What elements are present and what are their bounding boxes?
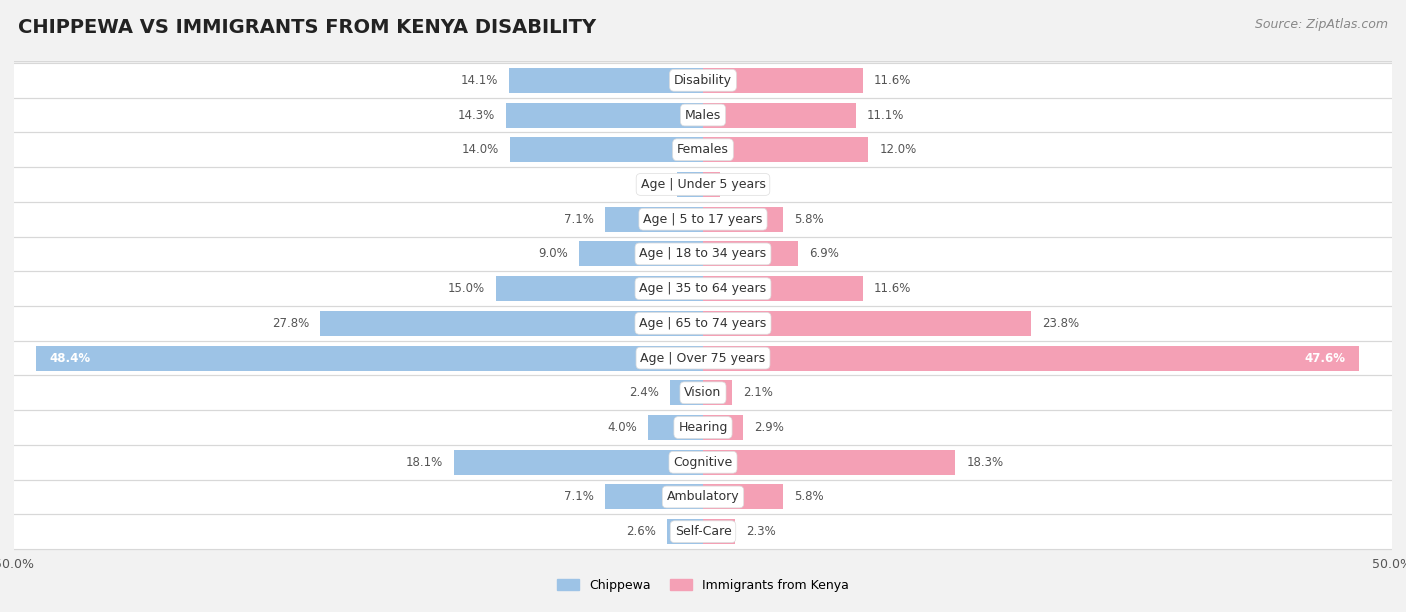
- Bar: [14, 514, 1392, 549]
- Bar: [509, 68, 703, 93]
- Bar: [703, 450, 955, 475]
- Bar: [703, 207, 783, 232]
- Text: Ambulatory: Ambulatory: [666, 490, 740, 504]
- Bar: [14, 480, 1392, 514]
- Bar: [14, 98, 1392, 132]
- Text: 15.0%: 15.0%: [449, 282, 485, 295]
- Text: Age | 65 to 74 years: Age | 65 to 74 years: [640, 317, 766, 330]
- Text: Age | Over 75 years: Age | Over 75 years: [641, 351, 765, 365]
- Text: Age | Under 5 years: Age | Under 5 years: [641, 178, 765, 191]
- Bar: [14, 410, 1392, 445]
- Text: 7.1%: 7.1%: [564, 490, 595, 504]
- Text: 2.3%: 2.3%: [745, 525, 776, 538]
- Bar: [14, 271, 1392, 306]
- Text: Age | 5 to 17 years: Age | 5 to 17 years: [644, 213, 762, 226]
- Bar: [510, 137, 703, 162]
- Text: Cognitive: Cognitive: [673, 456, 733, 469]
- Text: 11.1%: 11.1%: [868, 108, 904, 122]
- Bar: [669, 380, 703, 405]
- Text: 5.8%: 5.8%: [794, 213, 824, 226]
- Bar: [14, 237, 1392, 271]
- Bar: [648, 415, 703, 440]
- Bar: [676, 172, 703, 197]
- Text: 7.1%: 7.1%: [564, 213, 595, 226]
- Legend: Chippewa, Immigrants from Kenya: Chippewa, Immigrants from Kenya: [551, 573, 855, 599]
- Text: Females: Females: [678, 143, 728, 156]
- Text: 18.3%: 18.3%: [966, 456, 1004, 469]
- Text: 2.4%: 2.4%: [628, 386, 659, 399]
- Text: Age | 35 to 64 years: Age | 35 to 64 years: [640, 282, 766, 295]
- Text: 2.9%: 2.9%: [754, 421, 785, 434]
- Bar: [14, 375, 1392, 410]
- Bar: [703, 346, 1358, 371]
- Bar: [703, 68, 863, 93]
- Text: Self-Care: Self-Care: [675, 525, 731, 538]
- Bar: [703, 241, 799, 266]
- Text: Age | 18 to 34 years: Age | 18 to 34 years: [640, 247, 766, 261]
- Bar: [506, 103, 703, 127]
- Text: 27.8%: 27.8%: [271, 317, 309, 330]
- Text: 14.1%: 14.1%: [460, 74, 498, 87]
- Bar: [703, 380, 733, 405]
- Text: 9.0%: 9.0%: [538, 247, 568, 261]
- Bar: [14, 202, 1392, 237]
- Text: 1.9%: 1.9%: [636, 178, 666, 191]
- Bar: [703, 137, 869, 162]
- Text: 18.1%: 18.1%: [405, 456, 443, 469]
- Bar: [703, 519, 735, 544]
- Bar: [454, 450, 703, 475]
- Text: CHIPPEWA VS IMMIGRANTS FROM KENYA DISABILITY: CHIPPEWA VS IMMIGRANTS FROM KENYA DISABI…: [18, 18, 596, 37]
- Bar: [496, 276, 703, 301]
- Bar: [321, 311, 703, 336]
- Bar: [14, 341, 1392, 375]
- Text: 12.0%: 12.0%: [879, 143, 917, 156]
- Bar: [14, 167, 1392, 202]
- Text: 2.6%: 2.6%: [626, 525, 657, 538]
- Bar: [579, 241, 703, 266]
- Text: 1.2%: 1.2%: [731, 178, 761, 191]
- Bar: [14, 306, 1392, 341]
- Text: 14.0%: 14.0%: [461, 143, 499, 156]
- Bar: [703, 415, 742, 440]
- Text: Vision: Vision: [685, 386, 721, 399]
- Bar: [14, 132, 1392, 167]
- Text: 5.8%: 5.8%: [794, 490, 824, 504]
- Text: 11.6%: 11.6%: [875, 282, 911, 295]
- Bar: [703, 485, 783, 509]
- Bar: [703, 103, 856, 127]
- Text: 4.0%: 4.0%: [607, 421, 637, 434]
- Bar: [14, 445, 1392, 480]
- Bar: [703, 276, 863, 301]
- Text: 2.1%: 2.1%: [742, 386, 773, 399]
- Text: Hearing: Hearing: [678, 421, 728, 434]
- Text: 48.4%: 48.4%: [49, 351, 91, 365]
- Bar: [605, 485, 703, 509]
- Bar: [668, 519, 703, 544]
- Bar: [14, 63, 1392, 98]
- Text: 23.8%: 23.8%: [1042, 317, 1078, 330]
- Text: 11.6%: 11.6%: [875, 74, 911, 87]
- Text: Males: Males: [685, 108, 721, 122]
- Bar: [37, 346, 703, 371]
- Text: 14.3%: 14.3%: [458, 108, 495, 122]
- Bar: [605, 207, 703, 232]
- Text: 6.9%: 6.9%: [808, 247, 839, 261]
- Text: 47.6%: 47.6%: [1305, 351, 1346, 365]
- Text: Source: ZipAtlas.com: Source: ZipAtlas.com: [1254, 18, 1388, 31]
- Bar: [703, 311, 1031, 336]
- Text: Disability: Disability: [673, 74, 733, 87]
- Bar: [703, 172, 720, 197]
